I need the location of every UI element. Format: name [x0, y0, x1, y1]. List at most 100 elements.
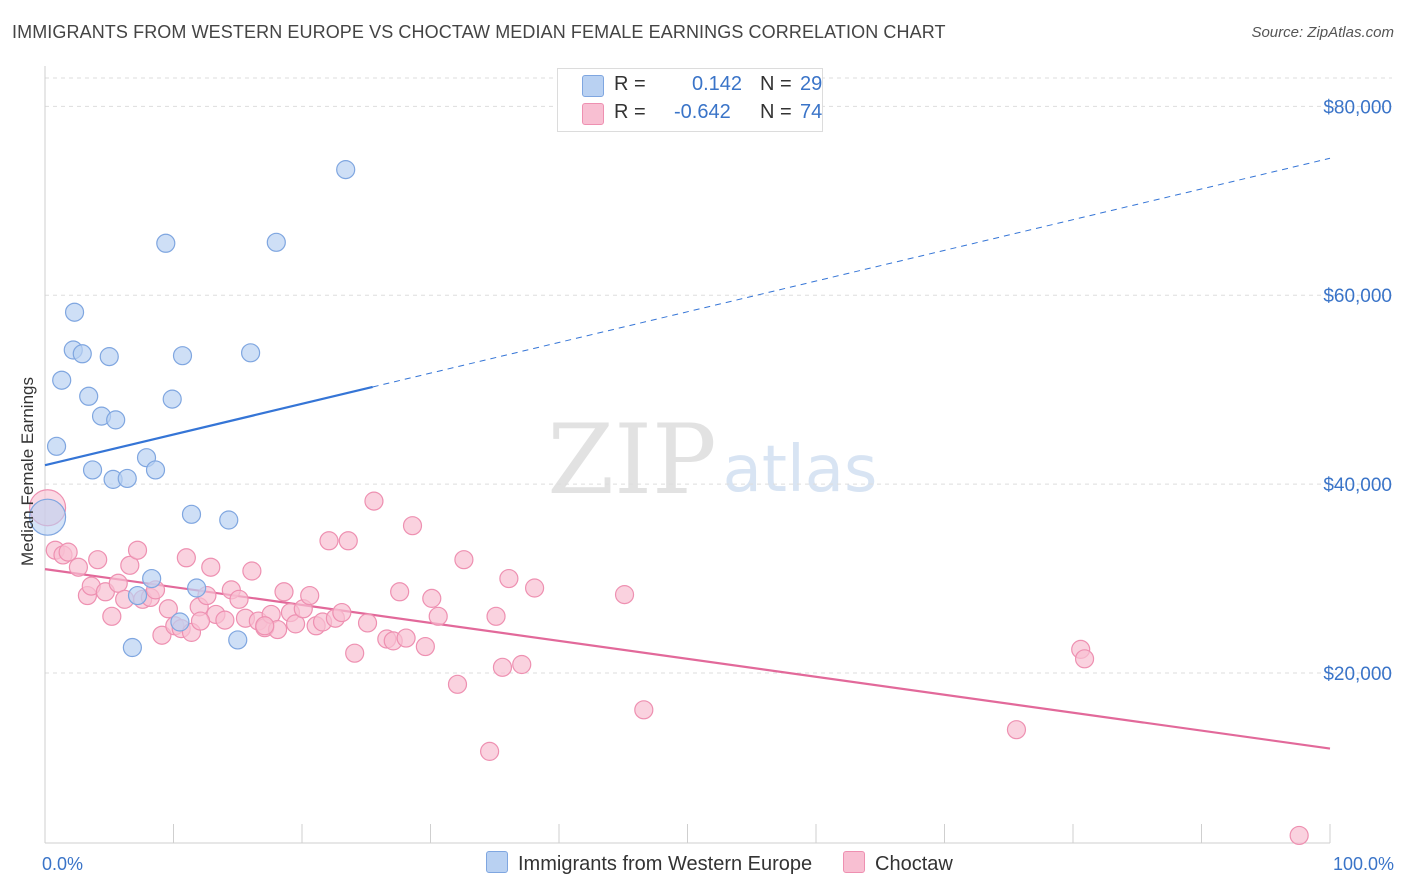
point-pink-59: [454, 550, 474, 570]
point-blue-1: [46, 436, 67, 456]
point-blue-26: [170, 612, 190, 632]
point-blue-16: [162, 389, 182, 409]
correlation-legend: R = 0.142 N = 29 R = -0.642 N = 74: [557, 68, 823, 132]
point-pink-21: [176, 548, 196, 568]
watermark: ZIP atlas: [547, 404, 877, 516]
point-pink-60: [480, 741, 500, 761]
point-pink-27: [215, 610, 235, 630]
point-blue-18: [181, 504, 202, 524]
point-pink-3: [58, 542, 78, 562]
point-pink-57: [428, 606, 448, 626]
point-blue-12: [117, 468, 137, 489]
point-blue-14: [145, 460, 166, 480]
point-blue-23: [142, 568, 162, 589]
point-pink-64: [512, 654, 532, 675]
point-pink-43: [319, 531, 339, 551]
point-pink-70: [1074, 649, 1095, 669]
y-tick-label-0: $20,000: [1323, 664, 1392, 685]
trend-line-pink: [44, 568, 1331, 750]
point-pink-29: [229, 589, 249, 609]
chart-title: IMMIGRANTS FROM WESTERN EUROPE VS CHOCTA…: [12, 22, 946, 42]
legend-r-label: R =: [614, 73, 646, 95]
y-tick-label-1: $40,000: [1323, 475, 1392, 496]
point-blue-0: [28, 498, 67, 536]
trend-line-blue: [44, 385, 373, 467]
point-pink-58: [447, 674, 468, 694]
point-pink-56: [422, 588, 442, 608]
point-blue-27: [122, 637, 142, 658]
point-pink-53: [396, 628, 416, 648]
y-axis-label: Median Female Earnings: [18, 377, 37, 566]
bottom-legend-pink: Choctaw: [843, 851, 953, 876]
legend-n-value-pink: 74: [800, 101, 823, 123]
point-pink-68: [1006, 720, 1027, 740]
point-blue-9: [99, 347, 119, 367]
point-blue-20: [241, 343, 261, 363]
legend-r-label: R =: [614, 101, 646, 123]
source-label: Source: ZipAtlas.com: [1251, 24, 1394, 41]
point-pink-66: [614, 585, 635, 605]
point-pink-54: [402, 516, 423, 536]
bottom-legend-label-blue: Immigrants from Western Europe: [518, 853, 813, 875]
point-pink-72: [255, 616, 275, 636]
point-pink-71: [1289, 825, 1309, 846]
watermark-atlas: atlas: [723, 433, 878, 507]
point-blue-6: [79, 386, 99, 406]
point-pink-10: [108, 573, 128, 593]
watermark-zip: ZIP: [547, 404, 716, 516]
point-blue-17: [172, 346, 193, 366]
point-blue-4: [64, 302, 85, 322]
trend-line-blue-projection: [372, 157, 1331, 388]
legend-swatch-blue: [582, 75, 604, 97]
x-tick-label-1: 100.0%: [1333, 854, 1394, 874]
point-pink-31: [242, 561, 262, 581]
point-blue-15: [156, 233, 176, 253]
point-blue-19: [219, 510, 239, 530]
point-blue-5: [72, 344, 92, 364]
point-pink-9: [102, 606, 122, 626]
point-pink-4: [68, 557, 89, 577]
point-blue-7: [82, 460, 103, 480]
point-pink-67: [634, 700, 654, 720]
point-pink-38: [285, 614, 306, 634]
point-pink-65: [524, 578, 545, 598]
legend-r-value-blue: 0.142: [692, 73, 743, 95]
point-blue-25: [187, 578, 207, 598]
point-pink-13: [127, 540, 148, 560]
point-pink-62: [492, 657, 513, 677]
point-pink-63: [499, 568, 519, 589]
point-pink-25: [201, 557, 221, 577]
legend-swatch-pink: [582, 103, 604, 125]
legend-n-label: N =: [760, 73, 792, 95]
point-pink-18: [158, 599, 178, 619]
x-tick-label-0: 0.0%: [42, 854, 83, 874]
point-pink-45: [332, 602, 352, 623]
point-blue-24: [127, 585, 148, 606]
point-pink-47: [345, 643, 365, 663]
legend-n-label: N =: [760, 101, 792, 123]
point-pink-46: [338, 531, 358, 551]
point-pink-17: [152, 625, 172, 645]
point-pink-36: [274, 582, 294, 602]
point-pink-48: [357, 613, 378, 633]
bottom-legend-label-pink: Choctaw: [875, 853, 953, 875]
point-pink-55: [415, 636, 435, 657]
point-blue-22: [336, 160, 356, 180]
legend-r-value-pink: -0.642: [674, 101, 731, 123]
point-pink-7: [88, 550, 108, 570]
legend-n-value-blue: 29: [800, 73, 823, 95]
point-blue-28: [228, 630, 248, 650]
point-pink-12: [120, 555, 140, 575]
point-pink-73: [190, 611, 211, 631]
y-tick-label-2: $60,000: [1323, 286, 1392, 307]
point-blue-21: [266, 232, 286, 252]
point-pink-49: [364, 491, 384, 511]
y-tick-label-3: $80,000: [1323, 97, 1392, 118]
bottom-legend-swatch-blue: [486, 851, 508, 873]
point-blue-2: [52, 370, 72, 390]
point-blue-10: [106, 410, 126, 430]
point-pink-52: [390, 582, 410, 602]
point-pink-61: [486, 606, 506, 626]
bottom-legend-swatch-pink: [843, 851, 865, 873]
